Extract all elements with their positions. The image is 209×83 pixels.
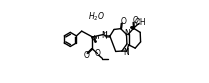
Text: O: O xyxy=(132,16,138,25)
Text: N: N xyxy=(123,48,129,57)
Text: N: N xyxy=(124,29,130,38)
Text: $H_2O$: $H_2O$ xyxy=(88,10,105,23)
Text: O: O xyxy=(84,51,90,60)
Text: O: O xyxy=(94,49,100,58)
Text: N: N xyxy=(101,31,107,40)
Text: H: H xyxy=(102,31,107,36)
Text: OH: OH xyxy=(135,18,146,27)
Text: O: O xyxy=(120,17,126,26)
